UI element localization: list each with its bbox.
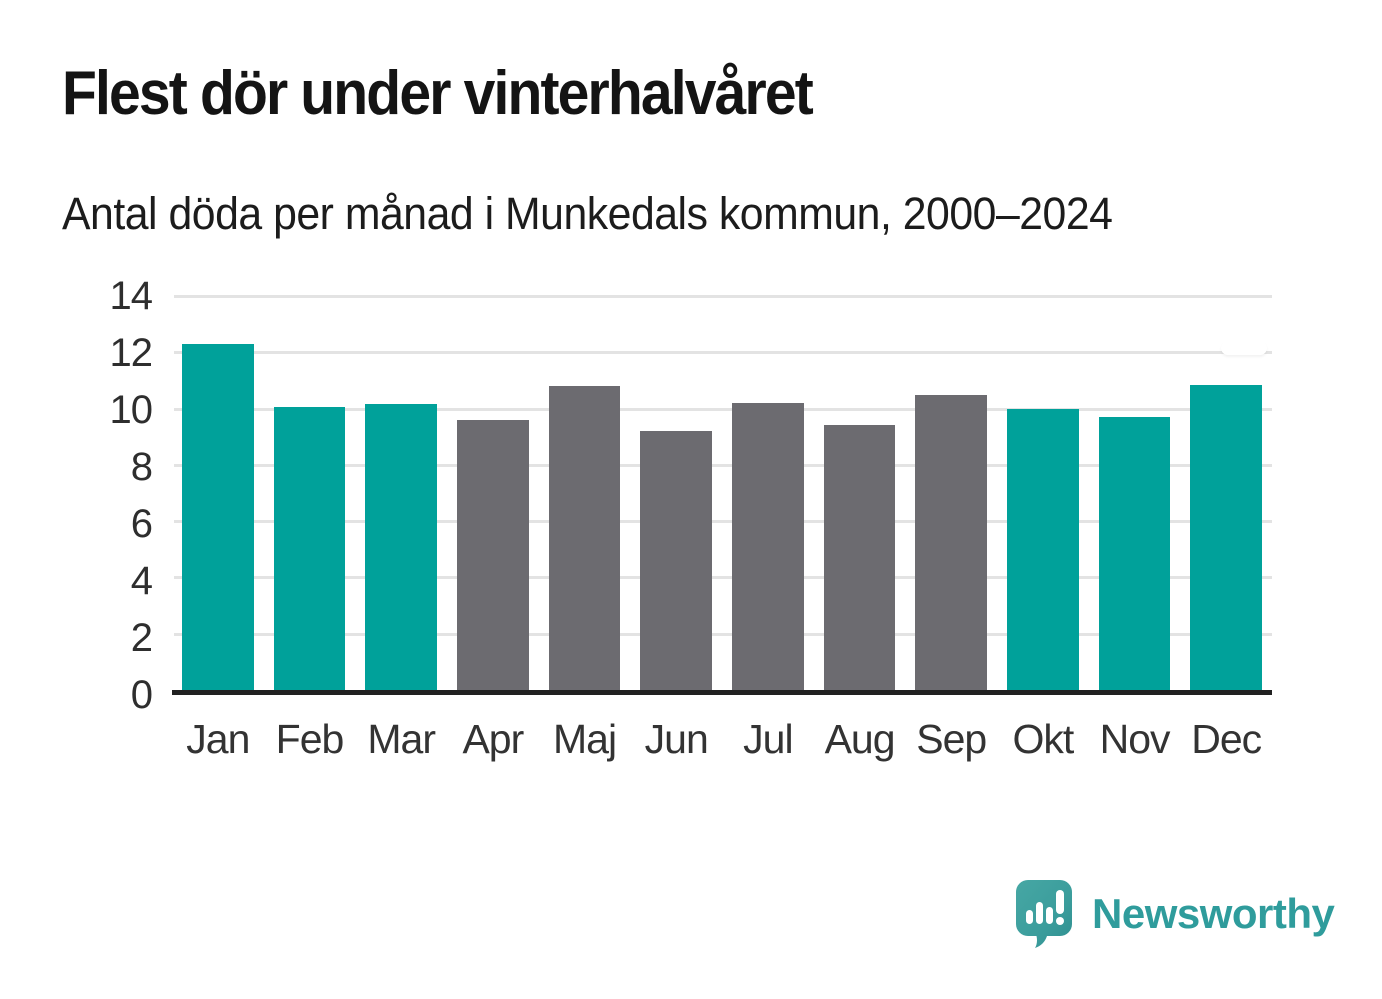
bar-okt[interactable] [1007, 408, 1079, 690]
x-tick-label-dec: Dec [1191, 716, 1262, 762]
y-tick-label-6: 6 [130, 502, 153, 546]
x-tick-label-nov: Nov [1099, 716, 1171, 762]
brand-footer: Newsworthy [1012, 876, 1335, 952]
bar-slot-jan [172, 296, 264, 690]
gridline-4 [174, 576, 1272, 580]
y-axis: 0 2 4 6 8 10 12 14 [60, 276, 160, 715]
x-tick-label-jul: Jul [743, 716, 793, 762]
brand-name: Newsworthy [1092, 890, 1335, 937]
tooltip-artifact [1221, 341, 1267, 355]
y-tick-label-4: 4 [130, 559, 153, 604]
gridline-12 [174, 351, 1272, 355]
x-tick-label-jun: Jun [644, 716, 709, 762]
y-tick-label-14: 14 [109, 274, 154, 318]
x-tick-label-feb: Feb [275, 716, 345, 762]
x-tick-label-okt: Okt [1012, 716, 1074, 762]
bars-container [172, 296, 1272, 690]
bar-maj[interactable] [548, 386, 621, 690]
bar-slot-jun [630, 296, 722, 690]
bar-slot-mar [355, 296, 447, 690]
bar-apr[interactable] [457, 419, 529, 690]
bar-slot-maj [539, 296, 631, 690]
bar-slot-dec [1180, 296, 1272, 690]
bar-slot-feb [264, 296, 356, 690]
x-tick-label-jan: Jan [186, 716, 250, 762]
y-tick-label-8: 8 [130, 445, 153, 490]
y-tick-label-10: 10 [109, 388, 154, 432]
bar-jan[interactable] [182, 343, 254, 690]
bar-slot-aug [814, 296, 906, 690]
bar-feb[interactable] [273, 407, 346, 690]
bar-aug[interactable] [823, 425, 896, 690]
gridline-10 [174, 407, 1272, 411]
x-tick-label-sep: Sep [916, 716, 987, 762]
bar-jul[interactable] [732, 402, 804, 690]
bar-sep[interactable] [915, 394, 987, 690]
bar-slot-okt [997, 296, 1089, 690]
gridline-8 [174, 463, 1272, 467]
gridline-14 [174, 295, 1272, 298]
gridline-6 [174, 520, 1272, 524]
bar-nov[interactable] [1098, 417, 1171, 690]
x-tick-label-aug: Aug [824, 716, 896, 762]
bar-slot-nov [1089, 296, 1181, 690]
y-tick-label-0: 0 [130, 673, 153, 717]
x-tick-label-apr: Apr [462, 716, 524, 762]
plot-area [172, 295, 1272, 695]
bar-slot-apr [447, 296, 539, 690]
bar-mar[interactable] [365, 404, 437, 690]
gridline-2 [174, 632, 1272, 636]
bar-slot-jul [722, 296, 814, 690]
bar-jun[interactable] [640, 431, 712, 690]
x-tick-label-mar: Mar [367, 716, 436, 762]
bar-dec[interactable] [1190, 384, 1262, 690]
x-tick-label-maj: Maj [552, 716, 617, 762]
x-axis: Jan Feb Mar Apr Maj Jun Jul Aug Sep Okt Nov Dec [172, 716, 1272, 763]
y-tick-label-12: 12 [109, 331, 154, 375]
bar-slot-sep [905, 296, 997, 690]
chart-title: Flest dör under vinterhalvåret [62, 59, 814, 128]
newsworthy-logo-icon [1016, 880, 1072, 948]
y-tick-label-2: 2 [130, 616, 153, 661]
chart-subtitle: Antal döda per månad i Munkedals kommun,… [62, 188, 1113, 239]
